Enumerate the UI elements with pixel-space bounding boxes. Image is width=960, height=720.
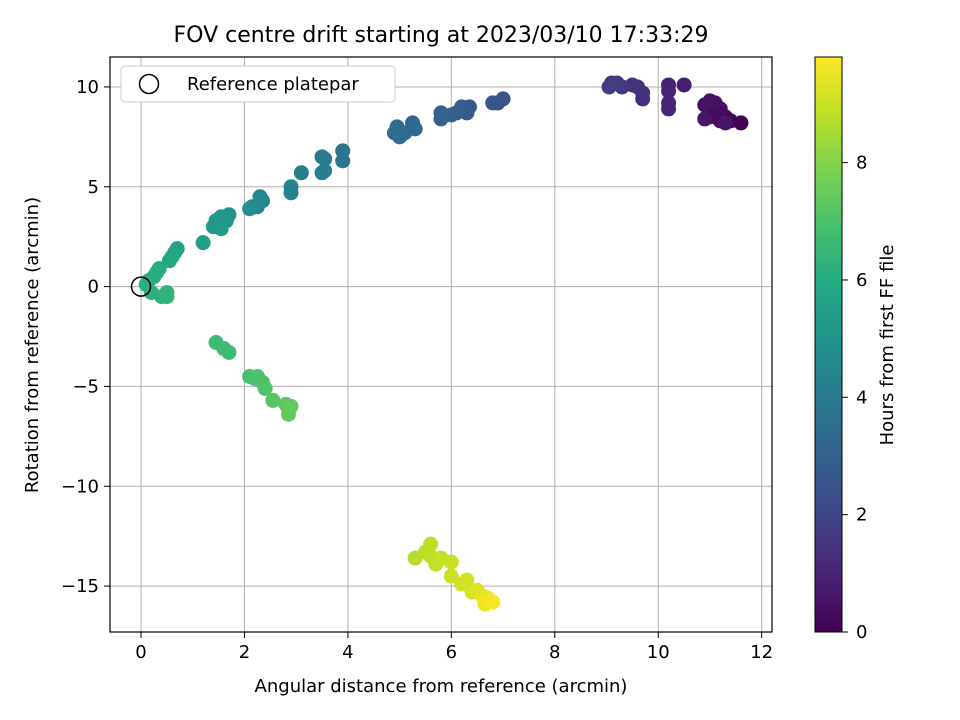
data-point xyxy=(485,594,501,610)
data-point xyxy=(293,165,309,181)
data-point xyxy=(283,185,299,201)
y-tick-label: −5 xyxy=(72,376,99,397)
x-axis-ticks: 0 2 4 6 8 10 12 xyxy=(135,632,773,663)
data-point xyxy=(159,285,175,301)
data-point xyxy=(283,398,299,414)
chart-title: FOV centre drift starting at 2023/03/10 … xyxy=(174,23,709,48)
data-point xyxy=(661,101,677,117)
colorbar-gradient xyxy=(814,56,843,633)
colorbar: 0 2 4 6 8 Hours from first FF file xyxy=(814,56,898,643)
data-point xyxy=(443,554,459,570)
data-point xyxy=(433,111,449,127)
data-point xyxy=(195,235,211,251)
data-point xyxy=(661,83,677,99)
data-point xyxy=(314,149,330,165)
data-point xyxy=(386,125,402,141)
legend-box xyxy=(120,65,396,103)
plot-frame xyxy=(109,56,773,633)
legend-marker xyxy=(138,73,160,95)
data-point xyxy=(459,572,475,588)
data-point xyxy=(676,77,692,93)
data-point xyxy=(697,111,713,127)
colorbar-tick-label: 6 xyxy=(856,270,867,291)
data-point xyxy=(265,392,281,408)
reference-marker-layer xyxy=(130,276,152,297)
data-point xyxy=(335,153,351,169)
colorbar-tick-label: 8 xyxy=(856,153,867,174)
colorbar-tick-label: 4 xyxy=(856,387,867,408)
y-tick-label: 0 xyxy=(88,277,99,298)
data-point xyxy=(443,568,459,584)
y-axis-ticks: 10 5 0 −5 −10 −15 xyxy=(61,77,110,597)
colorbar-tick-label: 0 xyxy=(856,622,867,643)
y-tick-label: −10 xyxy=(61,476,99,497)
y-axis-label: Rotation from reference (arcmin) xyxy=(22,197,43,493)
legend-entry-reference-platepar: Reference platepar xyxy=(187,74,359,95)
data-point xyxy=(485,95,501,111)
x-tick-label: 2 xyxy=(239,642,250,663)
x-tick-label: 0 xyxy=(135,642,146,663)
data-point xyxy=(717,115,733,131)
data-points xyxy=(138,75,749,612)
data-point xyxy=(213,221,229,237)
data-point xyxy=(242,201,258,217)
x-tick-label: 4 xyxy=(342,642,353,663)
data-point xyxy=(601,79,617,95)
x-tick-label: 8 xyxy=(549,642,560,663)
y-tick-label: 5 xyxy=(88,177,99,198)
x-tick-label: 12 xyxy=(750,642,773,663)
y-tick-label: 10 xyxy=(76,77,99,98)
data-point xyxy=(423,536,439,552)
colorbar-tick-label: 2 xyxy=(856,505,867,526)
colorbar-ticks: 0 2 4 6 8 xyxy=(842,153,867,643)
data-point xyxy=(257,380,273,396)
x-tick-label: 6 xyxy=(446,642,457,663)
y-tick-label: −15 xyxy=(61,576,99,597)
data-point xyxy=(221,344,237,360)
reference-platepar-marker xyxy=(130,276,152,297)
data-point xyxy=(697,97,713,113)
colorbar-label: Hours from first FF file xyxy=(877,245,898,446)
data-point xyxy=(161,253,177,269)
x-tick-label: 10 xyxy=(647,642,670,663)
x-axis-label: Angular distance from reference (arcmin) xyxy=(255,676,628,697)
legend: Reference platepar xyxy=(120,65,396,103)
data-point xyxy=(314,165,330,181)
